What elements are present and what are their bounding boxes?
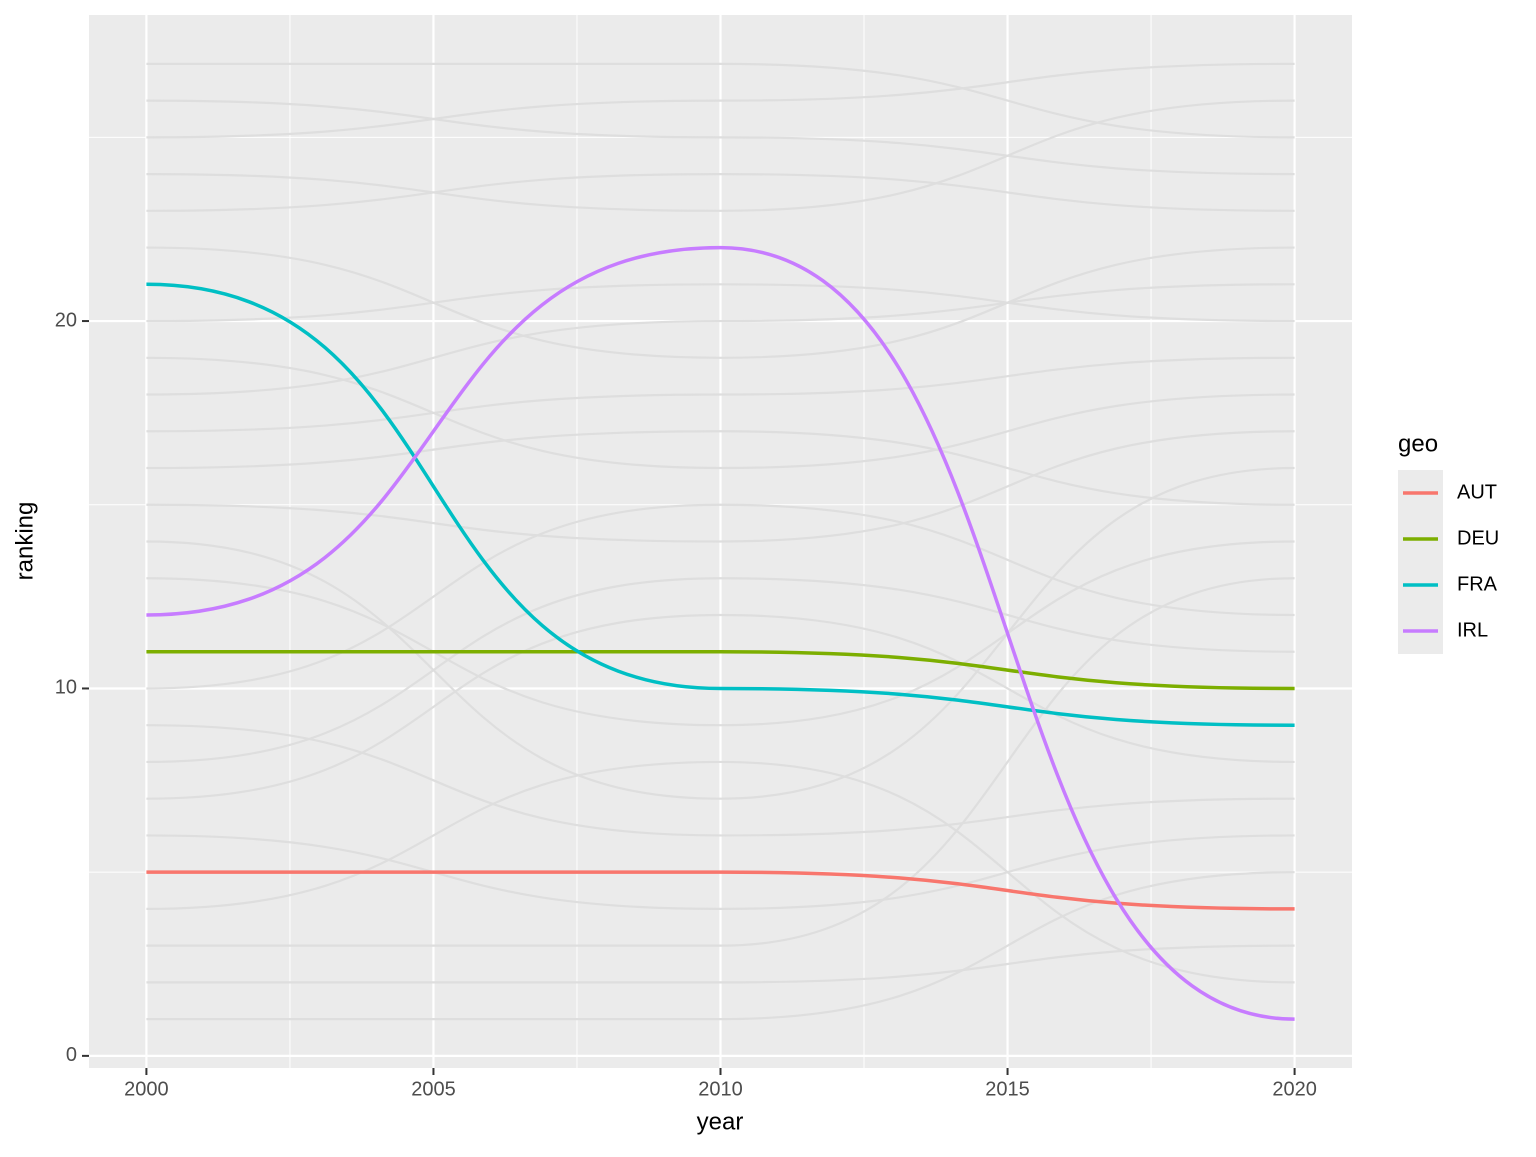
- x-axis-title: year: [697, 1108, 744, 1135]
- background-line: [146, 283, 1295, 396]
- background-line: [146, 466, 1295, 800]
- background-line: [146, 99, 1295, 176]
- background-line: [146, 577, 1295, 764]
- background-line: [146, 834, 1295, 911]
- legend-label: FRA: [1457, 573, 1498, 595]
- background-line: [146, 724, 1295, 837]
- series-line: [146, 282, 1295, 727]
- background-line: [146, 577, 1295, 947]
- legend-key-background: [1398, 470, 1443, 654]
- background-line: [146, 944, 1295, 984]
- series-line: [146, 649, 1295, 691]
- background-line: [146, 540, 1295, 727]
- y-tick-label: 20: [55, 309, 77, 331]
- y-tick-label: 10: [55, 677, 77, 699]
- x-tick-label: 2020: [1272, 1078, 1317, 1100]
- x-tick-label: 2010: [698, 1078, 743, 1100]
- legend-label: IRL: [1457, 619, 1488, 641]
- series-line: [146, 245, 1295, 1021]
- background-line: [146, 62, 1295, 139]
- y-axis-title: ranking: [11, 502, 38, 581]
- background-line: [146, 356, 1295, 433]
- background-line: [146, 283, 1295, 323]
- legend-label: DEU: [1457, 527, 1499, 549]
- background-line: [146, 172, 1295, 212]
- background-line: [146, 871, 1295, 1021]
- x-tick-label: 2005: [411, 1078, 456, 1100]
- background-line: [146, 356, 1295, 470]
- background-line: [146, 430, 1295, 506]
- background-line: [146, 613, 1295, 800]
- background-line: [146, 62, 1295, 139]
- legend-label: AUT: [1457, 481, 1497, 503]
- background-line: [146, 246, 1295, 359]
- x-tick-label: 2015: [985, 1078, 1030, 1100]
- series-line: [146, 870, 1295, 911]
- y-tick-label: 0: [66, 1044, 77, 1066]
- background-line: [146, 99, 1295, 212]
- x-tick-label: 2000: [124, 1078, 169, 1100]
- background-line: [146, 430, 1295, 543]
- legend-title: geo: [1398, 430, 1438, 457]
